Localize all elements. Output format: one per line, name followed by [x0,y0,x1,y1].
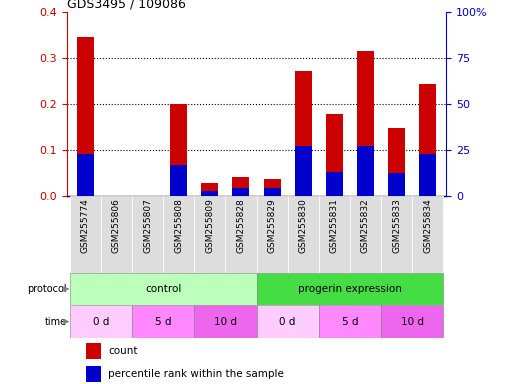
Bar [232,187,249,196]
Text: GDS3495 / 109086: GDS3495 / 109086 [67,0,186,10]
FancyBboxPatch shape [225,196,256,273]
Text: 5 d: 5 d [155,316,171,327]
FancyBboxPatch shape [256,196,288,273]
FancyBboxPatch shape [288,196,319,273]
Bar [86,343,101,359]
Bar [326,114,343,196]
FancyBboxPatch shape [194,196,225,273]
FancyBboxPatch shape [194,305,256,338]
Text: 0 d: 0 d [93,316,109,327]
Text: 10 d: 10 d [401,316,424,327]
FancyBboxPatch shape [132,196,163,273]
Bar [357,146,374,196]
Bar [86,366,101,382]
Text: percentile rank within the sample: percentile rank within the sample [108,369,284,379]
Text: GSM255806: GSM255806 [112,198,121,253]
Text: control: control [145,284,181,294]
Text: GSM255833: GSM255833 [392,198,401,253]
Bar [232,177,249,196]
FancyBboxPatch shape [381,196,412,273]
FancyBboxPatch shape [350,196,381,273]
Bar [388,127,405,196]
FancyBboxPatch shape [70,273,256,305]
Bar [201,184,219,196]
Text: time: time [45,316,67,327]
Bar [201,191,219,196]
FancyBboxPatch shape [256,273,443,305]
FancyBboxPatch shape [412,196,443,273]
Text: GSM255834: GSM255834 [423,198,432,253]
Text: 5 d: 5 d [342,316,358,327]
Text: GSM255807: GSM255807 [143,198,152,253]
FancyBboxPatch shape [101,196,132,273]
FancyBboxPatch shape [132,305,194,338]
Bar [419,154,436,196]
Text: progerin expression: progerin expression [298,284,402,294]
Bar [294,146,312,196]
Bar [294,71,312,196]
FancyBboxPatch shape [381,305,443,338]
Text: GSM255829: GSM255829 [268,198,277,253]
FancyBboxPatch shape [319,305,381,338]
FancyBboxPatch shape [163,196,194,273]
Bar [264,179,281,196]
Text: 10 d: 10 d [214,316,237,327]
FancyBboxPatch shape [70,196,101,273]
Text: GSM255808: GSM255808 [174,198,183,253]
Bar [326,172,343,196]
Text: GSM255809: GSM255809 [205,198,214,253]
Bar [170,164,187,196]
Bar [77,154,94,196]
Text: GSM255830: GSM255830 [299,198,308,253]
Bar [357,51,374,196]
FancyBboxPatch shape [319,196,350,273]
Text: 0 d: 0 d [280,316,296,327]
Bar [170,104,187,196]
Text: GSM255828: GSM255828 [236,198,245,253]
Text: GSM255832: GSM255832 [361,198,370,253]
Text: count: count [108,346,138,356]
FancyBboxPatch shape [256,305,319,338]
Bar [77,37,94,196]
Bar [264,187,281,196]
Bar [388,173,405,196]
Text: protocol: protocol [27,284,67,294]
Text: GSM255831: GSM255831 [330,198,339,253]
FancyBboxPatch shape [70,305,132,338]
Text: GSM255774: GSM255774 [81,198,90,253]
Bar [419,84,436,196]
